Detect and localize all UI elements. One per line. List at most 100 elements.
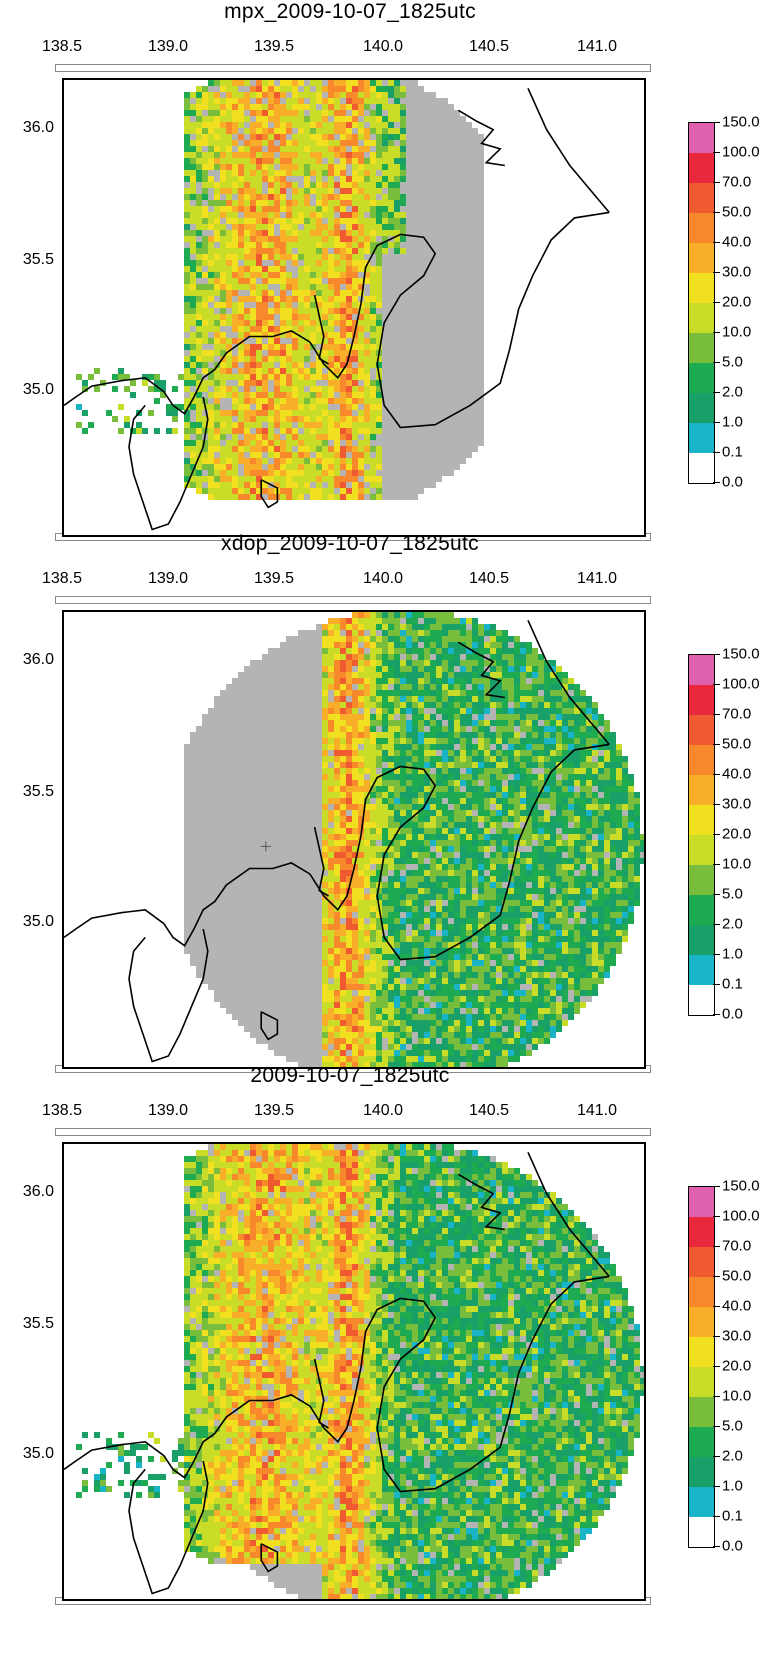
colorbar-label: 1.0 xyxy=(722,945,743,963)
y-tick-label: 35.0 xyxy=(22,913,54,930)
colorbar-swatch xyxy=(689,1217,714,1247)
colorbar-swatch xyxy=(689,745,714,775)
colorbar-tick xyxy=(713,272,720,273)
x-tick-label: 139.5 xyxy=(253,1102,295,1119)
colorbar-label: 0.1 xyxy=(722,443,743,461)
x-tick-label: 140.5 xyxy=(468,1102,510,1119)
radar-site-marker xyxy=(260,841,271,852)
colorbar-tick xyxy=(713,774,720,775)
colorbar-swatch xyxy=(689,423,714,453)
colorbar-tick xyxy=(713,122,720,123)
rain-cells xyxy=(184,612,644,1067)
colorbar-label: 0.0 xyxy=(722,1005,743,1023)
panel-title: xdop_2009-10-07_1825utc xyxy=(221,532,479,555)
top-axis-frame xyxy=(55,1128,651,1136)
x-tick-label: 138.5 xyxy=(41,1102,83,1119)
colorbar-swatch xyxy=(689,1487,714,1517)
top-axis-frame xyxy=(55,64,651,72)
rainfall-field xyxy=(64,80,610,531)
colorbar-tick xyxy=(713,1516,720,1517)
y-tick-labels: 36.0 35.5 35.0 xyxy=(0,1064,60,1624)
colorbar-swatch xyxy=(689,655,714,685)
x-tick-label: 140.5 xyxy=(468,570,510,587)
colorbar-swatch xyxy=(689,865,714,895)
colorbar-swatch xyxy=(689,213,714,243)
colorbar-swatch xyxy=(689,685,714,715)
colorbar-swatch xyxy=(689,1187,714,1217)
colorbar-tick xyxy=(713,894,720,895)
colorbar xyxy=(688,1186,715,1548)
y-tick-label: 35.0 xyxy=(22,1445,54,1462)
colorbar-label: 70.0 xyxy=(722,173,752,191)
x-tick-label: 141.0 xyxy=(576,570,618,587)
rainfall-field xyxy=(64,612,644,1067)
colorbar-swatch xyxy=(689,1397,714,1427)
colorbar-swatch xyxy=(689,273,714,303)
colorbar-label: 5.0 xyxy=(722,353,743,371)
map-panel-xdop: xdop_2009-10-07_1825utc 138.5 139.0 139.5 14… xyxy=(0,532,780,1092)
x-tick-label: 140.0 xyxy=(362,570,404,587)
y-tick-label: 35.5 xyxy=(22,1315,54,1332)
y-tick-label: 35.5 xyxy=(22,783,54,800)
y-tick-labels: 36.0 35.5 35.0 xyxy=(0,532,60,1092)
colorbar-tick xyxy=(713,482,720,483)
colorbar-swatch xyxy=(689,1427,714,1457)
coastline xyxy=(64,1151,610,1595)
colorbar-swatch xyxy=(689,303,714,333)
colorbar-label: 100.0 xyxy=(722,675,760,693)
rain-cells xyxy=(76,1144,644,1599)
colorbar-label: 0.0 xyxy=(722,473,743,491)
colorbar-swatch xyxy=(689,805,714,835)
colorbar-swatch xyxy=(689,123,714,153)
x-tick-labels: 138.5 139.0 139.5 140.0 140.5 141.0 xyxy=(0,38,700,58)
colorbar-label: 50.0 xyxy=(722,203,752,221)
x-tick-label: 138.5 xyxy=(41,38,83,55)
radar-map xyxy=(62,1142,646,1601)
colorbar-tick xyxy=(713,954,720,955)
x-tick-label: 141.0 xyxy=(576,38,618,55)
colorbar-swatch xyxy=(689,453,714,483)
colorbar-swatch xyxy=(689,895,714,925)
colorbar-label: 40.0 xyxy=(722,765,752,783)
rainfall-field xyxy=(64,1144,644,1599)
colorbar-swatch xyxy=(689,715,714,745)
colorbar-swatch xyxy=(689,183,714,213)
colorbar-swatch xyxy=(689,1367,714,1397)
colorbar-swatch xyxy=(689,985,714,1015)
colorbar-tick xyxy=(713,1396,720,1397)
colorbar-tick xyxy=(713,654,720,655)
y-tick-label: 36.0 xyxy=(22,651,54,668)
colorbar-tick xyxy=(713,984,720,985)
colorbar-label: 30.0 xyxy=(722,1327,752,1345)
colorbar-label: 150.0 xyxy=(722,1177,760,1195)
colorbar-label: 5.0 xyxy=(722,885,743,903)
x-tick-labels: 138.5 139.0 139.5 140.0 140.5 141.0 xyxy=(0,1102,700,1122)
x-tick-label: 140.0 xyxy=(362,38,404,55)
colorbar-tick xyxy=(713,302,720,303)
colorbar-tick xyxy=(713,392,720,393)
colorbar-tick xyxy=(713,332,720,333)
y-tick-label: 36.0 xyxy=(22,1183,54,1200)
colorbar-label: 20.0 xyxy=(722,1357,752,1375)
y-tick-label: 35.5 xyxy=(22,251,54,268)
top-axis-frame xyxy=(55,596,651,604)
colorbar-swatch xyxy=(689,1247,714,1277)
colorbar-tick xyxy=(713,1246,720,1247)
x-tick-label: 139.5 xyxy=(253,38,295,55)
x-tick-label: 139.5 xyxy=(253,570,295,587)
y-tick-label: 35.0 xyxy=(22,381,54,398)
radar-map xyxy=(62,610,646,1069)
colorbar-label: 1.0 xyxy=(722,1477,743,1495)
colorbar-label: 5.0 xyxy=(722,1417,743,1435)
colorbar-label: 70.0 xyxy=(722,1237,752,1255)
x-tick-label: 138.5 xyxy=(41,570,83,587)
colorbar-swatch xyxy=(689,835,714,865)
colorbar-label: 2.0 xyxy=(722,383,743,401)
colorbar-tick xyxy=(713,1456,720,1457)
x-tick-label: 139.0 xyxy=(147,38,189,55)
colorbar-label: 20.0 xyxy=(722,293,752,311)
x-tick-label: 140.0 xyxy=(362,1102,404,1119)
colorbar-swatch xyxy=(689,925,714,955)
colorbar-label: 40.0 xyxy=(722,1297,752,1315)
colorbar-tick xyxy=(713,362,720,363)
